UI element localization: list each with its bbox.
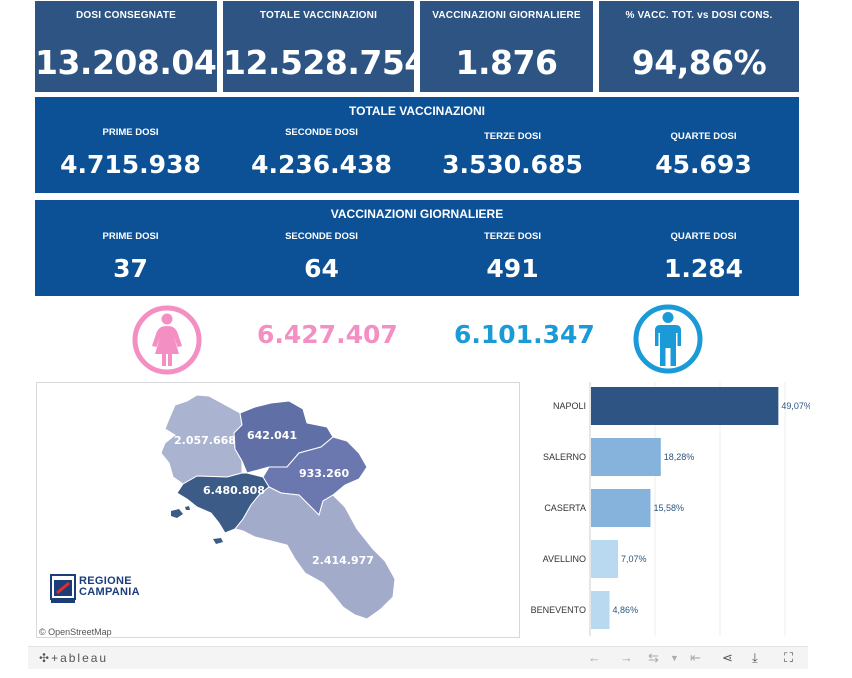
undo-icon[interactable]: ←: [588, 650, 601, 665]
cell-terze-dosi: TERZE DOSI 491: [417, 231, 608, 283]
cell-label: TERZE DOSI: [483, 231, 541, 242]
cell-label: QUARTE DOSI: [670, 131, 737, 142]
cell-label: TERZE DOSI: [483, 131, 541, 142]
male-icon: [633, 304, 703, 374]
kpi-totale-vaccinazioni: TOTALE VACCINAZIONI 12.528.754: [223, 1, 427, 92]
island-procida: [185, 506, 190, 510]
cell-quarte-dosi: QUARTE DOSI 1.284: [608, 231, 799, 283]
category-label: BENEVENTO: [531, 605, 586, 615]
panel-title: VACCINAZIONI GIORNALIERE: [330, 207, 504, 221]
cell-value: 64: [304, 254, 339, 283]
bar-caserta[interactable]: [591, 489, 651, 527]
totale-vaccinazioni-panel: TOTALE VACCINAZIONI PRIME DOSI 4.715.938…: [35, 97, 799, 193]
label-caserta: 2.057.668: [174, 434, 236, 447]
cell-value: 4.236.438: [251, 150, 392, 179]
cell-label: PRIME DOSI: [102, 231, 159, 242]
tableau-toolbar: ✣+ableau ← → ⇆ ▼ ⇤ ⋖ ⤓ ⛶: [28, 646, 808, 669]
label-napoli: 6.480.808: [203, 484, 265, 497]
cell-label: QUARTE DOSI: [670, 231, 737, 242]
category-label: CASERTA: [544, 503, 586, 513]
value-label: 15,58%: [653, 503, 684, 513]
reset-icon[interactable]: ⇤: [690, 650, 701, 665]
value-label: 18,28%: [664, 452, 695, 462]
kpi-label: % VACC. TOT. vs DOSI CONS.: [625, 10, 773, 21]
revert-icon[interactable]: ⇆: [648, 650, 659, 665]
bar-salerno[interactable]: [591, 438, 661, 476]
cell-prime-dosi: PRIME DOSI 37: [35, 231, 226, 283]
province-bar-chart: NAPOLI 49,07% SALERNO 18,28% CASERTA 15,58% AV…: [531, 382, 810, 636]
category-label: SALERNO: [543, 452, 586, 462]
male-total: 6.101.347: [454, 320, 595, 349]
province-shapes: [160, 394, 396, 620]
kpi-value: 12.528.754: [223, 43, 427, 82]
panel-title: TOTALE VACCINAZIONI: [349, 104, 485, 118]
redo-icon[interactable]: →: [620, 650, 633, 665]
label-avellino: 933.260: [299, 467, 350, 480]
island-capri: [213, 538, 223, 544]
kpi-percentuale: % VACC. TOT. vs DOSI CONS. 94,86%: [599, 1, 799, 92]
bar-benevento[interactable]: [591, 591, 610, 629]
province-salerno: [234, 486, 396, 620]
island-ischia: [171, 509, 183, 518]
kpi-value: 1.876: [455, 43, 558, 82]
kpi-value: 94,86%: [631, 43, 767, 82]
regione-campania-logo: REGIONE CAMPANIA: [50, 574, 160, 606]
kpi-value: 13.208.048: [35, 43, 239, 82]
regione-campania-crest: [50, 574, 76, 603]
cell-terze-dosi: TERZE DOSI 3.530.685: [417, 131, 608, 179]
cell-seconde-dosi: SECONDE DOSI 64: [226, 231, 417, 283]
map-attribution[interactable]: © OpenStreetMap: [39, 627, 112, 637]
logo-line2: CAMPANIA: [79, 586, 140, 598]
value-label: 49,07%: [781, 401, 810, 411]
tableau-logo-text: +ableau: [51, 651, 109, 665]
cell-quarte-dosi: QUARTE DOSI 45.693: [608, 131, 799, 179]
category-label: AVELLINO: [543, 554, 586, 564]
cell-value: 1.284: [663, 254, 744, 283]
cell-prime-dosi: PRIME DOSI 4.715.938: [35, 127, 226, 179]
female-icon: [132, 305, 202, 375]
campania-map[interactable]: 2.057.668 642.041 933.260 6.480.808 2.41…: [36, 382, 520, 638]
share-icon[interactable]: ⋖: [722, 650, 733, 665]
tableau-logo[interactable]: ✣+ableau: [39, 651, 108, 665]
download-icon[interactable]: ⤓: [752, 650, 758, 665]
female-total: 6.427.407: [257, 320, 398, 349]
cell-value: 45.693: [655, 150, 752, 179]
cell-value: 4.715.938: [60, 150, 201, 179]
value-label: 7,07%: [621, 554, 647, 564]
cell-value: 491: [486, 254, 539, 283]
category-label: NAPOLI: [553, 401, 586, 411]
value-label: 4,86%: [613, 605, 639, 615]
chevron-down-icon[interactable]: ▼: [670, 653, 679, 663]
tableau-logo-icon: ✣: [39, 651, 52, 665]
kpi-vaccinazioni-giornaliere: VACCINAZIONI GIORNALIERE 1.876: [420, 1, 593, 92]
kpi-label: DOSI CONSEGNATE: [75, 10, 177, 21]
label-salerno: 2.414.977: [312, 554, 374, 567]
cell-label: SECONDE DOSI: [285, 231, 358, 242]
fullscreen-icon[interactable]: ⛶: [784, 650, 794, 665]
kpi-label: VACCINAZIONI GIORNALIERE: [432, 10, 581, 21]
label-benevento: 642.041: [247, 429, 298, 442]
vaccinazioni-giornaliere-panel: VACCINAZIONI GIORNALIERE PRIME DOSI 37 S…: [35, 200, 799, 296]
kpi-label: TOTALE VACCINAZIONI: [259, 10, 378, 21]
cell-label: SECONDE DOSI: [285, 127, 358, 138]
cell-seconde-dosi: SECONDE DOSI 4.236.438: [226, 127, 417, 179]
cell-label: PRIME DOSI: [102, 127, 159, 138]
cell-value: 37: [113, 254, 148, 283]
bar-avellino[interactable]: [591, 540, 618, 578]
cell-value: 3.530.685: [442, 150, 583, 179]
kpi-dosi-consegnate: DOSI CONSEGNATE 13.208.048: [35, 1, 239, 92]
bar-napoli[interactable]: [591, 387, 779, 425]
logo-line1: REGIONE: [79, 575, 132, 587]
